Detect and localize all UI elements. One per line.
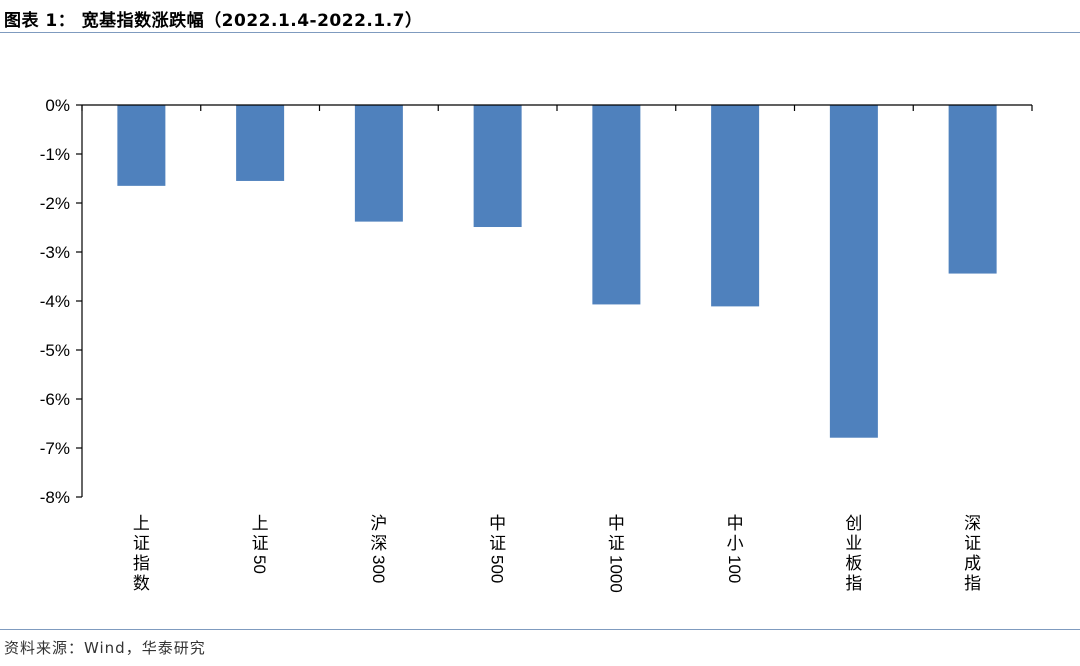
y-tick-label: -3%	[40, 243, 70, 262]
header-rule	[0, 32, 1080, 33]
category-label-digits: 500	[488, 555, 507, 583]
source-note: 资料来源：Wind，华泰研究	[4, 639, 206, 657]
bar	[117, 105, 166, 186]
category-label-char: 数	[133, 574, 150, 594]
y-tick-label: -7%	[40, 439, 70, 458]
category-label-char: 指	[133, 554, 150, 574]
footer-rule	[0, 629, 1080, 630]
category-label-digits: 100	[725, 555, 744, 583]
category-label-char: 中	[608, 514, 625, 534]
bar	[354, 105, 403, 222]
y-tick-label: -1%	[40, 145, 70, 164]
bars	[117, 105, 997, 438]
category-label-char: 小	[727, 534, 744, 554]
category-label-char: 上	[133, 514, 150, 534]
category-label-char: 证	[489, 534, 506, 554]
category-label-char: 证	[252, 534, 269, 554]
bar	[473, 105, 522, 228]
y-tick-label: -4%	[40, 292, 70, 311]
category-label-char: 中	[727, 514, 744, 534]
category-label-char: 证	[608, 534, 625, 554]
category-label-digits: 300	[369, 555, 388, 583]
category-label-char: 板	[845, 554, 862, 574]
category-label-char: 中	[489, 514, 506, 534]
category-label-char: 证	[964, 534, 981, 554]
category-label-char: 成	[964, 554, 981, 574]
y-tick-label: -5%	[40, 341, 70, 360]
category-label-char: 上	[252, 514, 269, 534]
bar	[711, 105, 760, 307]
bar	[236, 105, 285, 181]
category-label-char: 沪	[370, 514, 387, 534]
category-label-digits: 1000	[606, 555, 625, 593]
category-label-digits: 50	[250, 555, 269, 574]
y-axis: 0% -1% -2% -3% -4% -5% -6% -7% -8%	[40, 96, 83, 507]
category-label-char: 深	[370, 534, 387, 554]
y-tick-label: 0%	[45, 96, 70, 115]
category-label-char: 深	[964, 514, 981, 534]
category-label-char: 业	[845, 534, 862, 554]
category-label-char: 指	[845, 574, 862, 594]
category-label-char: 证	[133, 534, 150, 554]
chart-title: 图表 1： 宽基指数涨跌幅（2022.1.4-2022.1.7）	[4, 11, 423, 31]
category-label-char: 指	[964, 574, 981, 594]
y-tick-label: -8%	[40, 488, 70, 507]
y-tick-label: -2%	[40, 194, 70, 213]
category-label-char: 创	[845, 514, 862, 534]
bar	[829, 105, 878, 438]
chart-header: 图表 1： 宽基指数涨跌幅（2022.1.4-2022.1.7）	[0, 0, 1080, 34]
bar	[592, 105, 641, 305]
bar	[948, 105, 997, 274]
y-tick-label: -6%	[40, 390, 70, 409]
x-axis	[81, 104, 1033, 111]
